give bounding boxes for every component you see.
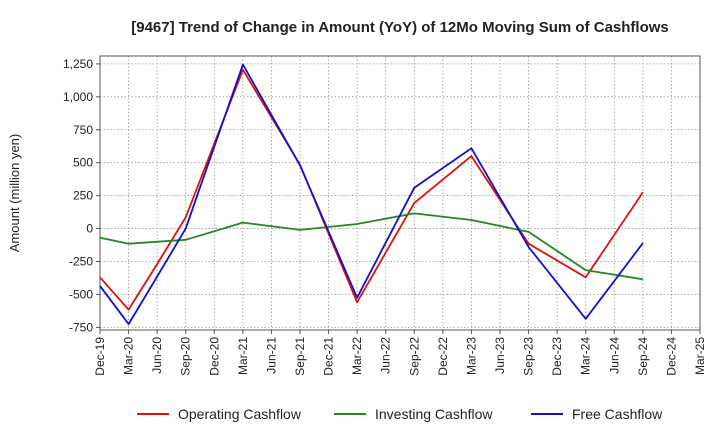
legend: Operating Cashflow Investing Cashflow Free… (137, 406, 663, 422)
y-tick-label: -750 (69, 320, 93, 334)
legend-label-investing-cashflow: Investing Cashflow (375, 406, 493, 422)
x-tick-label: Dec-24 (664, 337, 678, 376)
x-tick-label: Mar-23 (464, 337, 478, 375)
legend-label-operating-cashflow: Operating Cashflow (178, 406, 302, 422)
plot-frame (99, 55, 701, 331)
y-axis-ticks: -750 -500 -250 0 250 500 750 1,000 1,250 (63, 57, 100, 334)
x-tick-label: Jun-20 (150, 337, 164, 374)
x-tick-label: Sep-20 (179, 337, 193, 376)
series-line-operating-cashflow (99, 68, 644, 311)
y-tick-label: -250 (69, 255, 93, 269)
series-lines (99, 63, 644, 326)
x-axis-ticks: Dec-19 Mar-20 Jun-20 Sep-20 Dec-20 Mar-21 Jun-… (93, 330, 707, 376)
x-tick-label: Mar-22 (350, 337, 364, 375)
x-tick-label: Sep-23 (522, 337, 536, 376)
x-tick-label: Jun-23 (493, 337, 507, 374)
series-line-investing-cashflow (99, 212, 644, 281)
grid-lines (100, 56, 700, 330)
x-tick-label: Mar-24 (579, 337, 593, 375)
y-tick-label: -500 (69, 287, 93, 301)
x-tick-label: Dec-23 (550, 337, 564, 376)
x-tick-label: Dec-22 (436, 337, 450, 376)
y-axis-label: Amount (million yen) (7, 134, 22, 253)
y-tick-label: 500 (73, 156, 93, 170)
legend-label-free-cashflow: Free Cashflow (572, 406, 663, 422)
x-tick-label: Jun-21 (264, 337, 278, 374)
x-tick-label: Dec-19 (93, 337, 107, 376)
chart-title: [9467] Trend of Change in Amount (YoY) o… (131, 19, 669, 36)
series-line-free-cashflow (99, 63, 644, 326)
x-tick-label: Dec-20 (207, 337, 221, 376)
x-tick-label: Jun-22 (379, 337, 393, 374)
x-tick-label: Sep-22 (407, 337, 421, 376)
y-tick-label: 0 (86, 222, 93, 236)
x-tick-label: Mar-20 (122, 337, 136, 375)
x-tick-label: Sep-24 (636, 337, 650, 376)
x-tick-label: Mar-25 (693, 337, 707, 375)
y-tick-label: 750 (73, 123, 93, 137)
x-tick-label: Sep-21 (293, 337, 307, 376)
x-tick-label: Dec-21 (322, 337, 336, 376)
x-tick-label: Mar-21 (236, 337, 250, 375)
y-tick-label: 1,000 (63, 90, 93, 104)
y-tick-label: 250 (73, 189, 93, 203)
y-tick-label: 1,250 (63, 57, 93, 71)
x-tick-label: Jun-24 (607, 337, 621, 374)
